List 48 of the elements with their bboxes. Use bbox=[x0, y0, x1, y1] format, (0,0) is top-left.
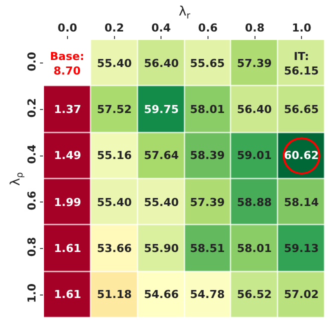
x-tick-label: 0.8 bbox=[245, 22, 264, 35]
data-label: 55.16 bbox=[97, 149, 132, 162]
x-tick-label: 0.0 bbox=[58, 22, 78, 35]
y-tick-label: 0.4 bbox=[26, 144, 39, 164]
x-tick-label: 0.2 bbox=[104, 22, 124, 35]
data-label: 56.40 bbox=[237, 103, 272, 116]
y-tick-label: 0.6 bbox=[26, 190, 39, 210]
data-label: 59.13 bbox=[284, 242, 319, 255]
data-label: 55.40 bbox=[144, 196, 180, 209]
x-tick-label: 0.6 bbox=[198, 22, 218, 35]
data-label: 1.49 bbox=[54, 149, 82, 162]
data-label: 58.01 bbox=[237, 242, 272, 255]
data-label: 54.78 bbox=[190, 288, 225, 301]
data-label: 55.65 bbox=[190, 57, 225, 70]
data-label: 55.40 bbox=[97, 57, 132, 70]
data-label: 1.61 bbox=[54, 288, 82, 301]
data-label: 58.39 bbox=[190, 149, 225, 162]
data-label: 57.39 bbox=[237, 57, 272, 70]
data-label: 58.51 bbox=[190, 242, 225, 255]
data-label: IT: 56.15 bbox=[284, 50, 319, 78]
data-label: 59.01 bbox=[237, 149, 272, 162]
data-label: 54.66 bbox=[144, 288, 180, 301]
x-tick-label: 0.4 bbox=[151, 22, 172, 35]
text: Base: 8.70 bbox=[50, 50, 84, 78]
data-label: 58.14 bbox=[284, 196, 320, 209]
y-tick-label: 0.0 bbox=[26, 51, 39, 72]
y-tick-label: 0.2 bbox=[26, 98, 39, 118]
data-label: 56.65 bbox=[284, 103, 319, 116]
x-axis-title: λ$_{r}$ bbox=[178, 4, 190, 22]
data-label: 58.01 bbox=[190, 103, 225, 116]
y-tick-label: 1.0 bbox=[26, 283, 39, 303]
data-label: 59.75 bbox=[144, 103, 179, 116]
data-label: 1.61 bbox=[54, 242, 82, 255]
data-label: 51.18 bbox=[97, 288, 132, 301]
data-label: 57.39 bbox=[190, 196, 225, 209]
y-tick-label: 0.8 bbox=[26, 237, 39, 257]
data-label: 58.88 bbox=[237, 196, 272, 209]
data-label: 1.99 bbox=[54, 196, 82, 209]
data-label: 1.37 bbox=[54, 103, 82, 116]
data-label: 53.66 bbox=[97, 242, 132, 255]
data-label: 57.52 bbox=[97, 103, 132, 116]
data-label: 56.40 bbox=[144, 57, 180, 70]
data-label: 55.90 bbox=[144, 242, 180, 255]
data-label: 56.52 bbox=[237, 288, 272, 301]
data-label: 57.02 bbox=[284, 288, 319, 301]
x-tick-label: 1.0 bbox=[292, 22, 312, 35]
data-label: 55.40 bbox=[97, 196, 132, 209]
data-label: 57.64 bbox=[144, 149, 180, 162]
